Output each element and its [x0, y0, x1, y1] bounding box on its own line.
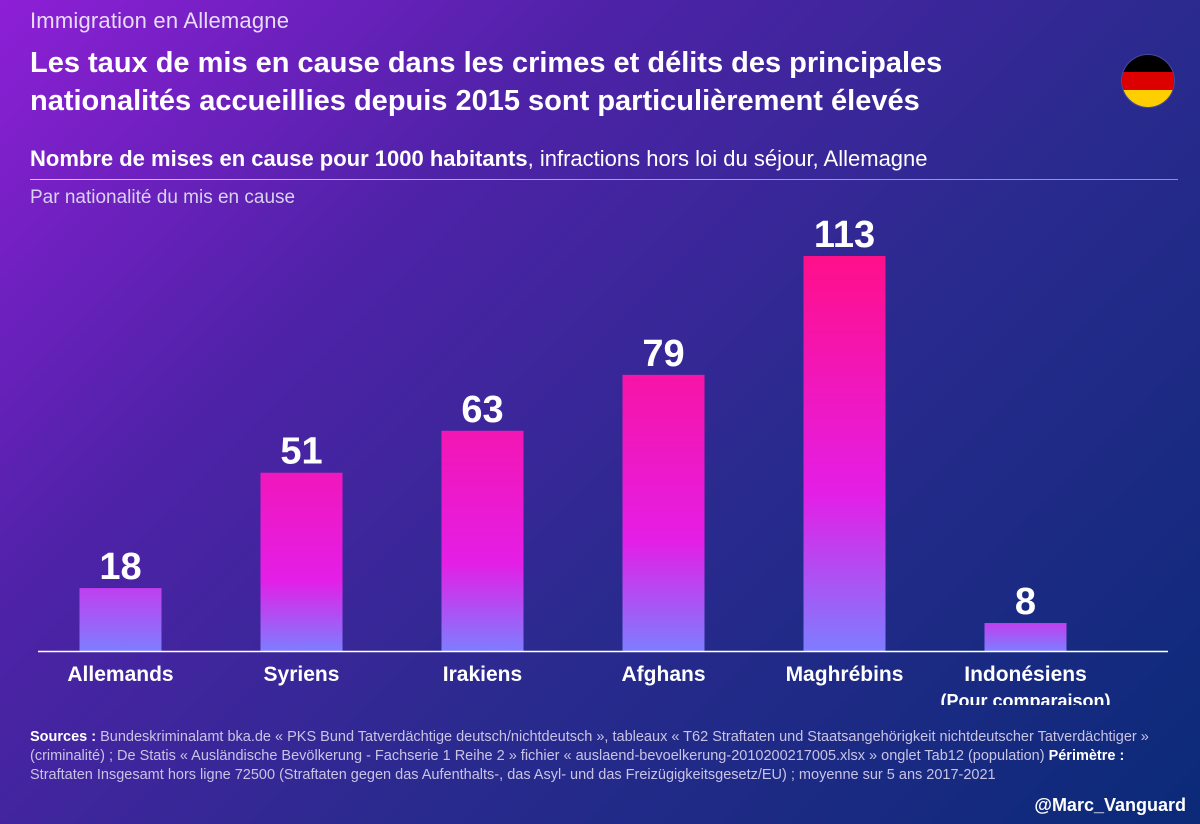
value-label: 79	[642, 333, 684, 375]
bar-indonsiens	[984, 623, 1067, 651]
bar-syriens	[260, 472, 343, 651]
category-label: Irakiens	[443, 663, 522, 686]
value-label: 18	[99, 546, 141, 588]
sources-text-1: Bundeskriminalamt bka.de « PKS Bund Tatv…	[30, 729, 1149, 764]
category-label: Allemands	[67, 663, 173, 686]
sources-note: Sources : Bundeskriminalamt bka.de « PKS…	[30, 728, 1180, 785]
value-label: 51	[280, 431, 322, 473]
chart-subtitle: Nombre de mises en cause pour 1000 habit…	[30, 146, 928, 172]
subtitle-rest: , infractions hors loi du séjour, Allema…	[527, 146, 928, 171]
category-label: Indonésiens	[964, 663, 1087, 686]
bar-irakiens	[441, 430, 524, 651]
value-label: 63	[461, 389, 503, 431]
category-label: Afghans	[622, 663, 706, 686]
sources-text-2: Straftaten Insgesamt hors ligne 72500 (S…	[30, 767, 996, 783]
flag-stripe-red	[1122, 72, 1174, 90]
value-label: 113	[814, 214, 875, 256]
bar-chart: 18 51 63 79 113 8 Allemands Syriens Irakiens Afg…	[38, 214, 1168, 705]
perimetre-label: Périmètre :	[1048, 748, 1125, 764]
author-handle: @Marc_Vanguard	[1034, 795, 1186, 815]
bar-afghans	[622, 374, 705, 651]
divider	[30, 179, 1178, 180]
flag-stripe-black	[1122, 55, 1174, 73]
flag-stripe-gold	[1122, 89, 1174, 107]
category-label: Maghrébins	[786, 663, 904, 686]
subtitle-bold: Nombre de mises en cause pour 1000 habit…	[30, 146, 528, 171]
kicker: Immigration en Allemagne	[30, 8, 290, 33]
bar-allemands	[79, 588, 162, 651]
bars-group	[79, 256, 1067, 651]
value-labels-group: 18 51 63 79 113 8	[99, 214, 1036, 623]
chart-title: Les taux de mis en cause dans les crimes…	[30, 47, 943, 117]
germany-flag-icon	[1122, 55, 1174, 107]
sources-label: Sources :	[30, 729, 97, 745]
category-labels-group: Allemands Syriens Irakiens Afghans Maghrébin…	[67, 663, 1110, 705]
bar-maghrbins	[803, 256, 886, 651]
category-label: Syriens	[264, 663, 340, 686]
category-sublabel: (Pour comparaison)	[940, 691, 1110, 705]
value-label: 8	[1015, 581, 1036, 623]
chart-note: Par nationalité du mis en cause	[30, 187, 296, 208]
